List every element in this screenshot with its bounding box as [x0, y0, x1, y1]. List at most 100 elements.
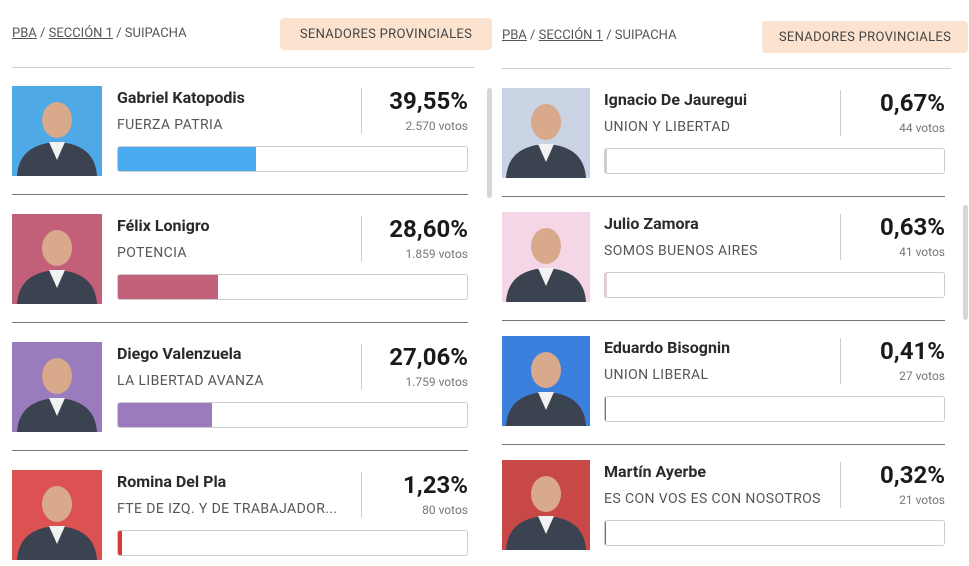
head	[42, 230, 72, 266]
candidate-name: Diego Valenzuela	[117, 344, 242, 363]
percent: 1,23%	[403, 471, 468, 499]
collar	[49, 270, 65, 288]
percent: 27,06%	[389, 343, 468, 371]
head	[42, 486, 72, 522]
breadcrumb-item[interactable]: PBA	[502, 28, 527, 43]
progress-track	[117, 402, 468, 428]
breadcrumb-separator: /	[40, 26, 46, 41]
candidate-party: LA LIBERTAD AVANZA	[117, 373, 264, 389]
stat-divider	[361, 216, 362, 262]
progress-bar	[118, 531, 123, 555]
progress-bar	[118, 275, 218, 299]
candidate-photo	[502, 336, 590, 426]
head	[42, 102, 72, 138]
silhouette	[17, 358, 97, 432]
stat-divider	[840, 462, 841, 508]
percent: 0,63%	[880, 213, 945, 241]
row-divider	[12, 194, 468, 195]
breadcrumb-separator: /	[606, 28, 612, 43]
collar	[538, 516, 554, 534]
silhouette	[506, 352, 586, 426]
head	[531, 104, 561, 140]
progress-bar	[605, 149, 608, 173]
collar	[49, 398, 65, 416]
progress-bar	[118, 403, 213, 427]
percent: 0,67%	[880, 89, 945, 117]
row-divider	[12, 450, 468, 451]
candidate-photo	[502, 88, 590, 178]
percent: 0,41%	[880, 337, 945, 365]
header-divider	[502, 68, 951, 69]
breadcrumb-item[interactable]: PBA	[12, 26, 37, 41]
candidate-photo	[12, 214, 102, 304]
candidate-party: FTE DE IZQ. Y DE TRABAJADOR...	[117, 501, 338, 517]
breadcrumb-item[interactable]: SECCIÓN 1	[48, 26, 113, 41]
progress-track	[604, 520, 945, 546]
breadcrumb-item: SUIPACHA	[124, 26, 187, 41]
percent: 0,32%	[880, 461, 945, 489]
candidate-photo	[502, 212, 590, 302]
votes: 21 votos	[899, 493, 945, 507]
row-divider	[502, 320, 945, 321]
silhouette	[17, 486, 97, 560]
section-badge: SENADORES PROVINCIALES	[762, 21, 968, 53]
votes: 27 votos	[899, 369, 945, 383]
votes: 80 votos	[422, 503, 468, 517]
row-divider	[502, 444, 945, 445]
collar	[538, 392, 554, 410]
candidate-name: Félix Lonigro	[117, 216, 210, 235]
votes: 41 votos	[899, 245, 945, 259]
candidate-party: POTENCIA	[117, 245, 187, 261]
collar	[49, 142, 65, 160]
progress-track	[604, 148, 945, 174]
breadcrumb-item: SUIPACHA	[614, 28, 677, 43]
section-badge: SENADORES PROVINCIALES	[280, 18, 492, 50]
candidate-photo	[502, 460, 590, 550]
percent: 39,55%	[389, 87, 468, 115]
stat-divider	[361, 344, 362, 390]
collar	[538, 268, 554, 286]
candidate-photo	[12, 86, 102, 176]
candidate-name: Gabriel Katopodis	[117, 88, 245, 107]
candidate-party: UNION Y LIBERTAD	[604, 119, 731, 135]
progress-bar	[605, 273, 608, 297]
breadcrumb-separator: /	[530, 28, 536, 43]
breadcrumb: PBA / SECCIÓN 1 / SUIPACHA	[12, 26, 187, 41]
collar	[49, 526, 65, 544]
candidate-party: FUERZA PATRIA	[117, 117, 223, 133]
silhouette	[506, 228, 586, 302]
progress-track	[604, 396, 945, 422]
candidate-name: Martín Ayerbe	[604, 462, 706, 481]
stat-divider	[840, 214, 841, 260]
candidate-photo	[12, 342, 102, 432]
head	[531, 352, 561, 388]
header-divider	[12, 67, 474, 68]
progress-bar	[605, 397, 607, 421]
silhouette	[506, 476, 586, 550]
progress-track	[604, 272, 945, 298]
progress-bar	[605, 521, 607, 545]
candidate-party: SOMOS BUENOS AIRES	[604, 243, 758, 259]
silhouette	[17, 230, 97, 304]
candidate-name: Ignacio De Jauregui	[604, 90, 748, 109]
progress-bar	[118, 147, 257, 171]
progress-track	[117, 274, 468, 300]
votes: 1.759 votos	[405, 375, 468, 389]
silhouette	[17, 102, 97, 176]
candidate-party: UNION LIBERAL	[604, 367, 709, 383]
stat-divider	[840, 90, 841, 136]
head	[531, 476, 561, 512]
row-divider	[12, 322, 468, 323]
candidate-name: Romina Del Pla	[117, 472, 227, 491]
progress-track	[117, 530, 468, 556]
candidate-photo	[12, 470, 102, 560]
votes: 44 votos	[899, 121, 945, 135]
stat-divider	[840, 338, 841, 384]
breadcrumb-item[interactable]: SECCIÓN 1	[538, 28, 603, 43]
candidate-name: Eduardo Bisognin	[604, 338, 731, 357]
votes: 1.859 votos	[405, 247, 468, 261]
percent: 28,60%	[389, 215, 468, 243]
breadcrumb: PBA / SECCIÓN 1 / SUIPACHA	[502, 28, 677, 43]
